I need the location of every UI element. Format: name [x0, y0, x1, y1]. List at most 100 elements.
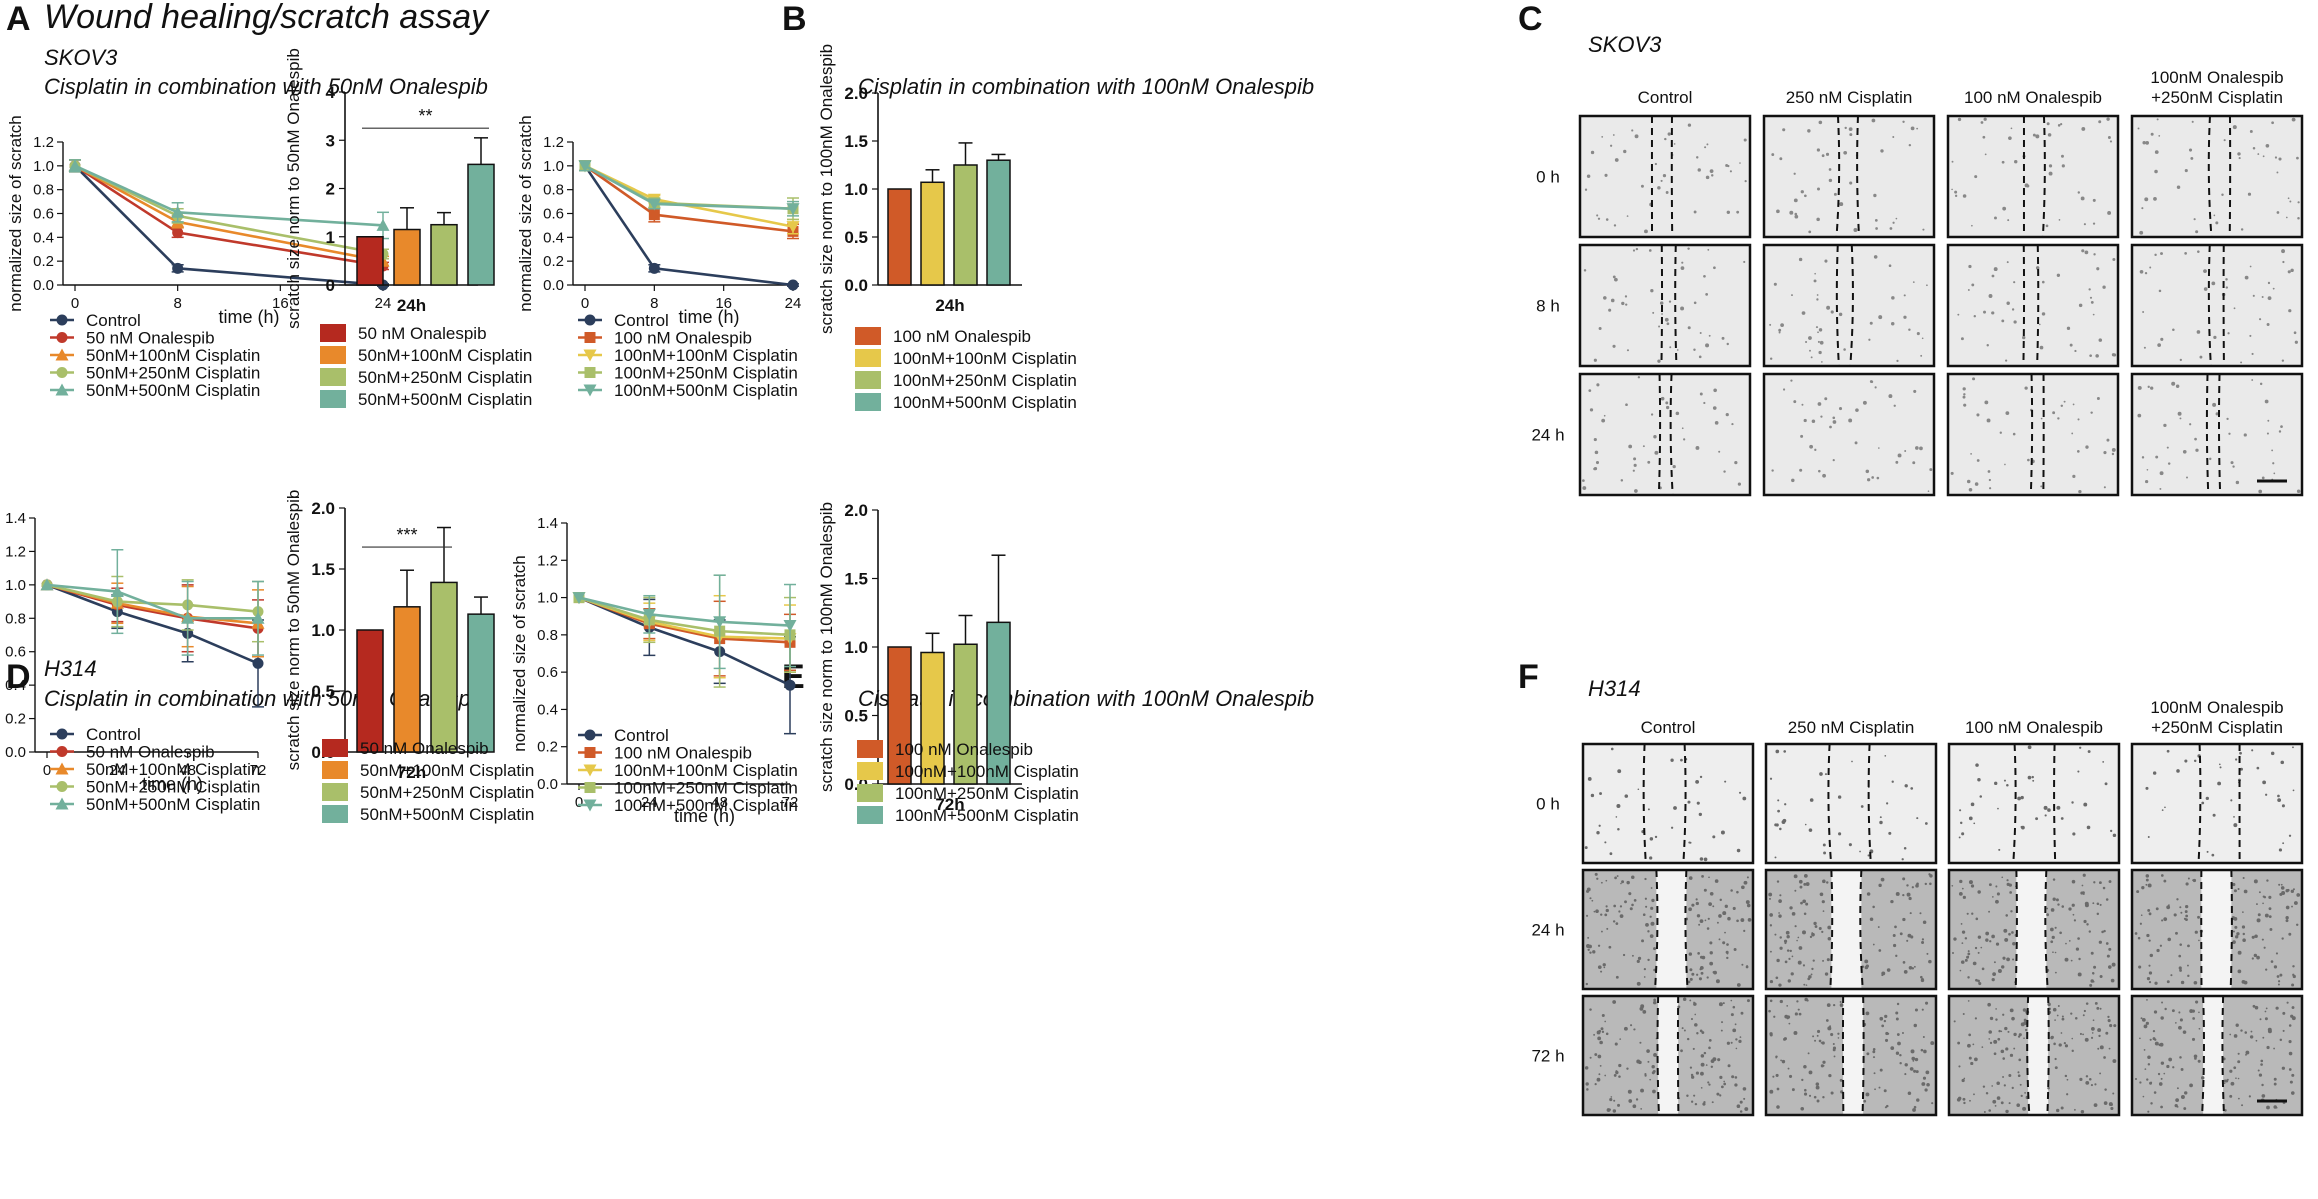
y-tick-label: 1.4	[5, 510, 26, 527]
cell-speck	[1603, 414, 1606, 417]
legend-swatch	[320, 390, 346, 408]
cell-speck	[2217, 781, 2222, 786]
cell-speck	[2288, 1068, 2292, 1071]
cell-speck	[2072, 913, 2075, 916]
cell-speck	[1962, 387, 1966, 391]
cell-speck	[1819, 892, 1824, 897]
cell-speck	[1909, 1067, 1914, 1071]
cell-speck	[1962, 1097, 1966, 1101]
y-tick-label: 0.5	[844, 707, 868, 726]
cell-speck	[2258, 489, 2263, 494]
cell-speck	[1746, 876, 1749, 879]
cell-speck	[1699, 775, 1703, 779]
cell-speck	[1787, 1067, 1790, 1070]
cell-speck	[1616, 875, 1619, 877]
cell-speck	[2046, 913, 2049, 917]
cell-speck	[1730, 999, 1733, 1002]
cell-speck	[1790, 972, 1794, 976]
cell-speck	[1830, 1032, 1834, 1037]
cell-speck	[2059, 931, 2062, 935]
cell-speck	[1774, 933, 1777, 936]
cell-speck	[2004, 463, 2006, 466]
cell-speck	[1820, 361, 1823, 363]
cell-speck	[1768, 1009, 1771, 1013]
micrograph-image	[1578, 114, 1752, 239]
cell-speck	[2022, 1008, 2027, 1012]
cell-speck	[1636, 1059, 1641, 1064]
cell-speck	[1967, 950, 1970, 953]
cell-speck	[1636, 959, 1640, 963]
cell-speck	[1920, 354, 1923, 357]
y-tick-label: 1.0	[537, 590, 558, 607]
cell-speck	[1963, 1101, 1966, 1105]
cell-speck	[2290, 1014, 2294, 1018]
cell-speck	[1822, 1064, 1825, 1067]
legend-marker	[56, 332, 68, 343]
cell-speck	[2113, 1024, 2117, 1028]
cell-speck	[1720, 1085, 1724, 1089]
cell-speck	[1791, 294, 1793, 297]
cell-speck	[1610, 747, 1614, 751]
cell-speck	[1739, 1110, 1743, 1113]
column-header: +250nM Cisplatin	[2151, 718, 2283, 737]
legend-swatch	[857, 740, 883, 758]
cell-speck	[1647, 808, 1650, 811]
cell-speck	[2094, 1001, 2098, 1005]
bar	[356, 629, 384, 753]
cell-speck	[2074, 349, 2077, 353]
cell-speck	[2069, 343, 2073, 347]
cell-speck	[2244, 1031, 2248, 1034]
cell-speck	[2154, 1038, 2157, 1041]
cell-speck	[2154, 253, 2157, 257]
cell-speck	[1651, 1071, 1655, 1075]
x-tick-label: 8	[650, 295, 658, 312]
cell-speck	[2140, 914, 2143, 917]
cell-speck	[2176, 898, 2179, 901]
series-line	[46, 583, 259, 665]
cell-speck	[1683, 1029, 1686, 1032]
cell-speck	[2187, 974, 2190, 978]
cell-speck	[1957, 313, 1960, 316]
micrograph-image	[1946, 114, 2120, 239]
cell-speck	[1974, 1057, 1978, 1062]
cell-speck	[2157, 1072, 2161, 1076]
cell-speck	[2149, 953, 2154, 958]
cell-speck	[2052, 1007, 2057, 1012]
cell-speck	[2096, 912, 2100, 916]
cell-speck	[1596, 1077, 1601, 1082]
cell-speck	[2040, 485, 2043, 488]
cell-speck	[1704, 146, 1707, 149]
cell-speck	[2172, 328, 2175, 332]
cell-speck	[1872, 943, 1875, 946]
cell-speck	[2211, 281, 2216, 286]
cell-speck	[1696, 973, 1699, 976]
cell-speck	[1605, 905, 1608, 908]
cell-speck	[1891, 780, 1894, 783]
cell-speck	[1775, 749, 1780, 754]
series-4	[40, 549, 265, 656]
cell-speck	[2054, 1019, 2056, 1021]
cell-speck	[1721, 336, 1725, 340]
cell-speck	[1815, 1082, 1820, 1086]
cell-speck	[2072, 474, 2076, 479]
cell-speck	[2004, 937, 2009, 942]
cell-speck	[1584, 846, 1588, 850]
cell-speck	[1803, 1092, 1808, 1096]
micrograph-image	[1947, 742, 2121, 865]
cell-speck	[1984, 153, 1987, 156]
cell-speck	[2103, 486, 2106, 489]
cell-speck	[1899, 1053, 1902, 1057]
cell-speck	[1699, 857, 1704, 861]
cell-speck	[1594, 450, 1599, 455]
cell-speck	[1824, 972, 1829, 976]
cell-speck	[1776, 1087, 1780, 1091]
cell-speck	[1647, 958, 1650, 962]
cell-speck	[2262, 1036, 2265, 1039]
cell-speck	[1794, 214, 1799, 219]
cell-speck	[1745, 965, 1749, 969]
cell-speck	[1908, 328, 1911, 331]
cell-speck	[1680, 266, 1685, 271]
cell-speck	[1983, 310, 1987, 314]
cell-speck	[1805, 984, 1808, 986]
